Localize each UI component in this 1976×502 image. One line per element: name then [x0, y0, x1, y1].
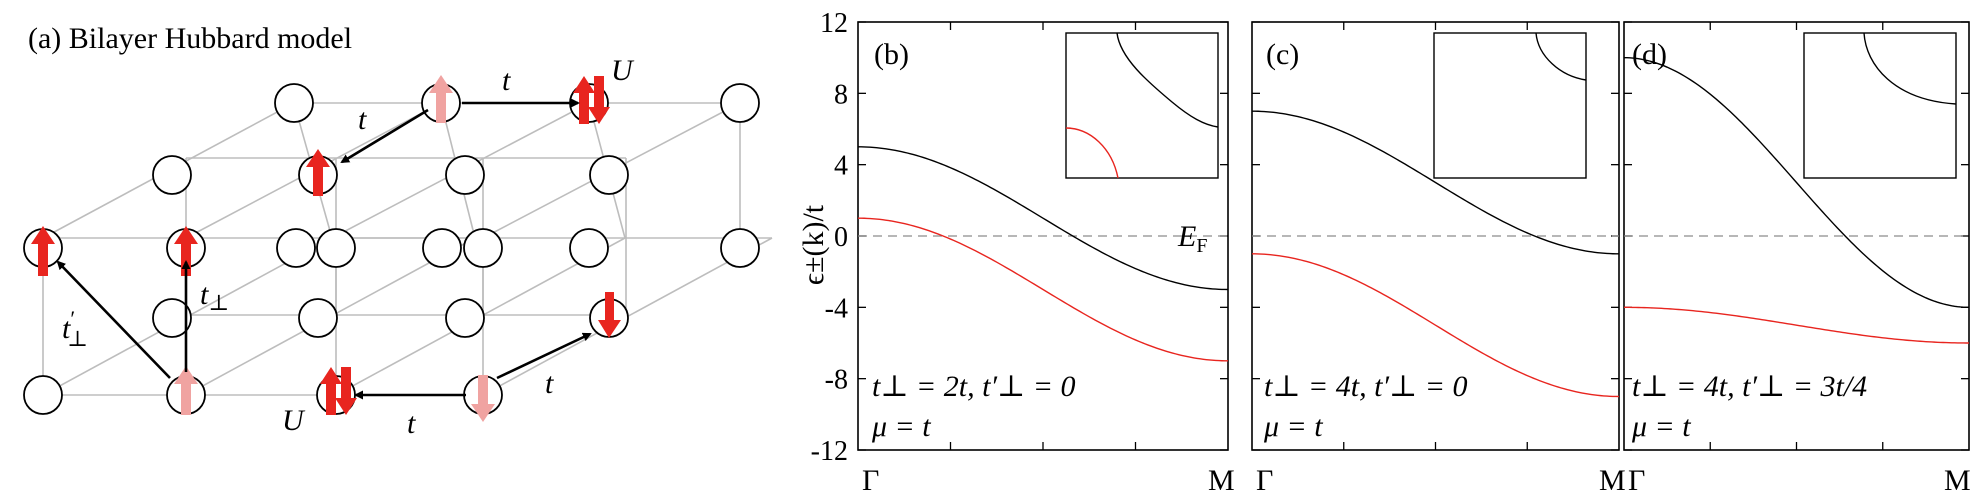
panel-d-x-start-label: Γ	[1628, 464, 1645, 497]
panel-b-params-line1: t⊥ = 2t, t′⊥ = 0	[872, 370, 1075, 403]
site	[274, 83, 314, 123]
panel-b-x-end-label: M	[1208, 464, 1235, 497]
panel-b-band-lower	[857, 217, 1229, 362]
label-t-right: t	[545, 367, 554, 400]
site	[316, 228, 356, 268]
panel-a: (a) Bilayer Hubbard model	[23, 22, 773, 440]
y-axis-label: ϵ±(k)/t	[797, 204, 830, 285]
panel-d-params-line2: μ = t	[1631, 410, 1691, 443]
panel-a-title: (a) Bilayer Hubbard model	[28, 22, 352, 55]
hop-arrow-t-diagonal	[340, 108, 429, 164]
site	[720, 83, 760, 123]
label-t-mid: t	[358, 103, 367, 136]
panel-d-inset-pocket	[1863, 32, 1957, 105]
panel-c-params-line1: t⊥ = 4t, t′⊥ = 0	[1264, 370, 1467, 403]
y-axis: ϵ±(k)/t 12 8 4 0 -4 -8 -12	[797, 8, 848, 467]
y-tick-label: 12	[820, 8, 848, 39]
panel-d-band-upper	[1623, 56, 1970, 309]
site	[276, 228, 316, 268]
fermi-level-label: EF	[1177, 220, 1207, 257]
panel-b-band-upper	[857, 146, 1229, 291]
site	[298, 298, 338, 338]
y-tick-label: 0	[834, 222, 848, 253]
lattice-sites	[23, 83, 760, 415]
spin-down-arrow	[588, 76, 610, 124]
y-tick-label: 4	[834, 151, 848, 182]
site	[445, 155, 485, 195]
band-panels: (b) t⊥ = 2t, t′⊥ = 0 μ = t Γ M EF (c) t⊥…	[857, 21, 1971, 497]
panel-d: (d) t⊥ = 4t, t′⊥ = 3t/4 μ = t Γ M	[1623, 21, 1971, 497]
spin-up-arrow	[306, 149, 330, 196]
site	[152, 155, 192, 195]
site	[422, 228, 462, 268]
label-t-perp-prime: t′ ⊥	[62, 306, 88, 351]
label-U-bottom: U	[282, 404, 306, 437]
panel-b-inset-inner-pocket	[1065, 127, 1119, 179]
spin-up-arrow	[573, 76, 595, 124]
spin-up-arrow	[31, 226, 55, 276]
panel-c: (c) t⊥ = 4t, t′⊥ = 0 μ = t Γ M	[1251, 21, 1626, 497]
panel-b-inset-outer-pocket	[1116, 32, 1219, 128]
site	[463, 228, 503, 268]
panel-c-label: (c)	[1266, 38, 1299, 71]
lattice-lines	[42, 102, 773, 396]
spin-up-faded-arrow	[429, 75, 453, 123]
spin-down-arrow	[335, 367, 357, 415]
site	[589, 155, 629, 195]
panel-b-params-line2: μ = t	[871, 410, 931, 443]
panel-c-params-line2: μ = t	[1263, 410, 1323, 443]
hopping-arrows	[56, 98, 592, 400]
site	[720, 228, 760, 268]
y-tick-label: -4	[825, 293, 848, 324]
panel-c-x-end-label: M	[1599, 464, 1626, 497]
site	[569, 228, 609, 268]
panel-b: (b) t⊥ = 2t, t′⊥ = 0 μ = t Γ M EF	[857, 21, 1235, 497]
panel-d-x-end-label: M	[1944, 464, 1971, 497]
spins	[31, 75, 621, 422]
panel-d-band-lower	[1623, 306, 1970, 344]
panel-c-band-lower	[1251, 253, 1620, 398]
spin-down-arrow	[598, 292, 621, 338]
panel-b-label: (b)	[874, 38, 909, 71]
y-tick-label: 8	[834, 79, 848, 110]
spin-up-arrow	[174, 226, 198, 276]
hop-arrow-t-right	[496, 332, 592, 380]
panel-d-label: (d)	[1632, 38, 1667, 71]
spin-up-faded-arrow	[174, 366, 198, 415]
y-tick-label: -12	[811, 436, 848, 467]
panel-c-fermi-surface-inset	[1433, 32, 1587, 179]
label-t-perp: t⊥	[200, 278, 229, 315]
panel-b-x-start-label: Γ	[862, 464, 879, 497]
spin-up-arrow	[320, 367, 342, 415]
hop-arrow-t-perp-prime	[56, 260, 171, 379]
panel-d-fermi-surface-inset	[1803, 32, 1957, 179]
spin-down-faded-arrow	[471, 375, 495, 422]
site	[23, 375, 63, 415]
label-t-top: t	[502, 64, 511, 97]
y-tick-label: -8	[825, 365, 848, 396]
site	[152, 298, 192, 338]
panel-c-band-upper	[1251, 110, 1620, 255]
panel-c-inset-pocket	[1535, 32, 1587, 81]
panel-b-fermi-surface-inset	[1065, 32, 1219, 179]
y-tick-labels: 12 8 4 0 -4 -8 -12	[811, 8, 848, 467]
site	[445, 298, 485, 338]
panel-c-x-start-label: Γ	[1256, 464, 1273, 497]
label-U-top: U	[611, 54, 635, 87]
label-t-bottom: t	[407, 407, 416, 440]
panel-a-labels: t U t t t U t⊥ t′ ⊥	[62, 54, 635, 440]
panel-d-params-line1: t⊥ = 4t, t′⊥ = 3t/4	[1632, 370, 1867, 403]
